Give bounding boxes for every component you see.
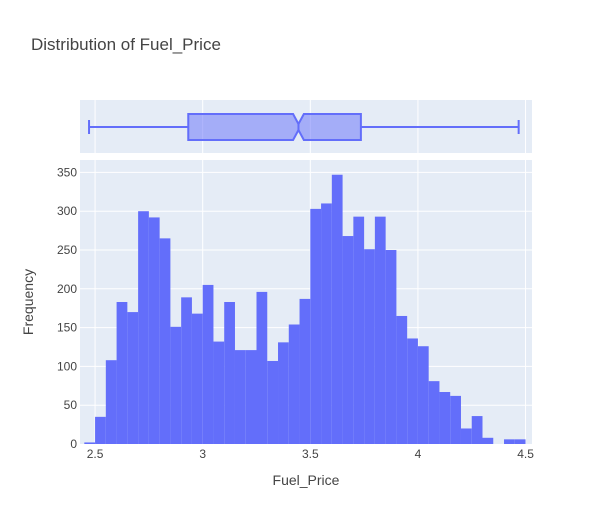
y-axis-title: Frequency	[20, 269, 36, 335]
histogram-bar	[181, 297, 192, 444]
x-tick-label: 4.5	[517, 447, 534, 461]
histogram-bar	[213, 341, 225, 444]
histogram-bar	[191, 313, 203, 444]
x-axis-title: Fuel_Price	[273, 472, 340, 488]
x-tick-label: 2.5	[87, 447, 104, 461]
histogram-bar	[84, 442, 96, 444]
histogram-bar	[105, 360, 117, 444]
y-tick-label: 300	[57, 204, 77, 218]
histogram-bar	[288, 324, 300, 444]
histogram-bar	[331, 174, 343, 444]
histogram-bar	[278, 342, 289, 444]
histogram-bar	[127, 312, 139, 444]
histogram-bar	[234, 350, 246, 444]
histogram-bar	[116, 302, 128, 444]
box-plot	[88, 113, 520, 141]
histogram-bar	[148, 217, 160, 444]
histogram-bar	[299, 298, 311, 444]
y-tick-label: 0	[70, 437, 77, 451]
histogram-bar	[439, 392, 451, 444]
histogram-bar	[245, 350, 257, 444]
x-tick-label: 3	[199, 447, 206, 461]
histogram-bar	[224, 302, 235, 444]
histogram-bar	[374, 216, 386, 444]
y-tick-label: 250	[57, 243, 77, 257]
histogram-bar	[428, 381, 440, 444]
histogram-bars	[84, 174, 526, 444]
histogram-bar	[417, 346, 429, 444]
chart-title: Distribution of Fuel_Price	[31, 35, 221, 54]
histogram-bar	[267, 360, 279, 444]
histogram-bar	[310, 208, 322, 444]
x-tick-label: 4	[415, 447, 422, 461]
histogram-bar	[450, 395, 461, 444]
interquartile-box	[187, 113, 362, 141]
histogram-bar	[321, 203, 332, 444]
y-tick-label: 50	[64, 398, 78, 412]
y-tick-label: 350	[57, 165, 77, 179]
histogram-bar	[514, 439, 526, 444]
histogram-bar	[256, 291, 268, 444]
histogram-bar	[159, 238, 171, 444]
y-axis-ticks: 0 50 100 150 200 250 300 350	[57, 165, 77, 451]
histogram-bar	[385, 250, 397, 444]
histogram-bar	[504, 439, 515, 444]
histogram-bar	[202, 284, 214, 444]
histogram-bar	[482, 437, 494, 444]
x-axis-ticks: 2.5 3 3.5 4 4.5	[87, 447, 534, 461]
histogram-bar	[353, 216, 365, 444]
histogram-bar	[396, 315, 408, 444]
histogram-bar	[138, 211, 149, 444]
histogram-bar	[95, 416, 106, 444]
histogram-bar	[471, 416, 483, 444]
histogram-bar	[342, 236, 354, 444]
y-tick-label: 150	[57, 321, 77, 335]
histogram-bar	[407, 338, 418, 444]
y-tick-label: 200	[57, 282, 77, 296]
histogram-bar	[170, 326, 182, 444]
x-tick-label: 3.5	[302, 447, 319, 461]
histogram-bar	[460, 428, 472, 444]
y-tick-label: 100	[57, 359, 77, 373]
histogram-bar	[364, 249, 375, 444]
